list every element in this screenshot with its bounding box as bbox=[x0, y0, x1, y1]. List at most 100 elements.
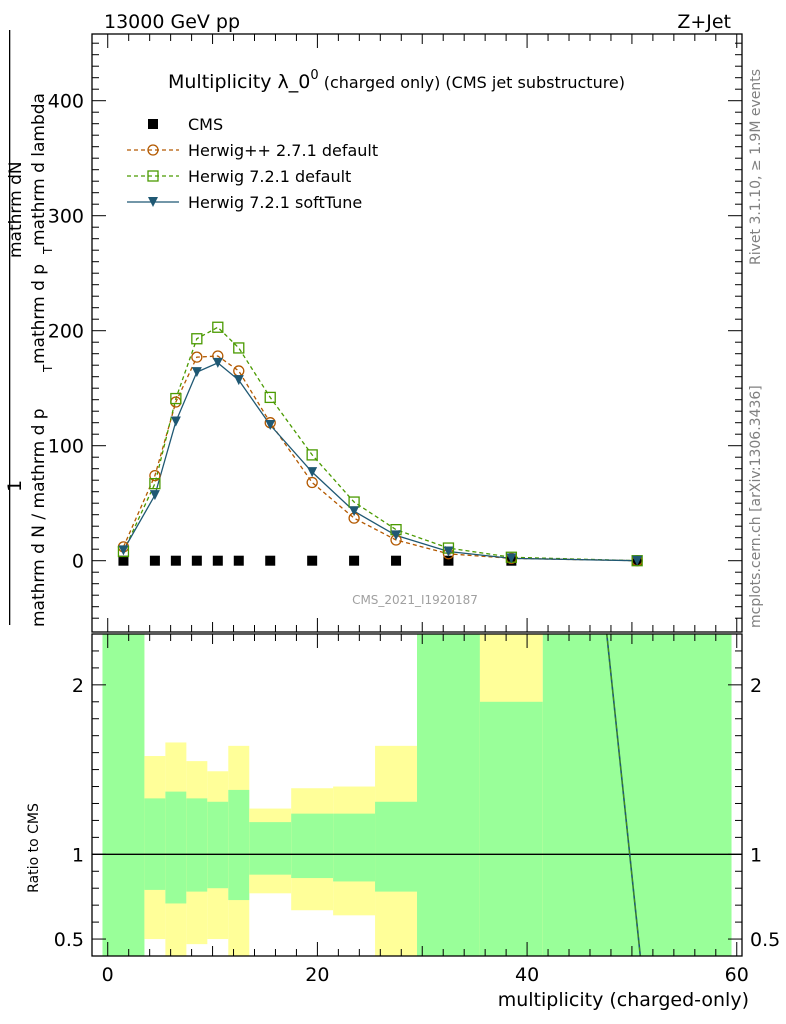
main-ylabel-top: 1 bbox=[4, 480, 26, 492]
series-point-0 bbox=[170, 555, 181, 566]
legend-label: Herwig 7.2.1 default bbox=[188, 167, 351, 186]
series-point-2 bbox=[233, 342, 245, 354]
ratio-band-green bbox=[144, 798, 166, 890]
x-axis-label: multiplicity (charged-only) bbox=[498, 989, 749, 1011]
ratio-band-green bbox=[291, 813, 334, 879]
series-point-3 bbox=[118, 545, 129, 556]
series-point-3 bbox=[307, 467, 318, 478]
ratio-ytick-label: 1 bbox=[72, 844, 84, 866]
mcplots-label: mcplots.cern.ch [arXiv:1306.3436] bbox=[748, 385, 764, 628]
ratio-ytick-label-right: 1 bbox=[750, 844, 762, 866]
main-panel: 0 100 200 300 400 CMS Herwig++ 2.7.1 default He… bbox=[48, 33, 743, 633]
series-point-0 bbox=[191, 555, 202, 566]
series-point-0 bbox=[265, 555, 276, 566]
main-ylabel-frac-sub: T bbox=[41, 364, 55, 373]
ratio-ytick-label: 0.5 bbox=[54, 929, 84, 951]
main-frame bbox=[91, 33, 743, 633]
ratio-band-green bbox=[333, 813, 376, 882]
legend-marker bbox=[147, 170, 159, 182]
series-point-3 bbox=[265, 420, 276, 430]
series-point-2 bbox=[149, 477, 161, 490]
ratio-h7-line bbox=[606, 633, 641, 957]
title-main: Multiplicity λ_0 bbox=[168, 71, 310, 93]
legend-label: CMS bbox=[188, 115, 223, 134]
series-point-0 bbox=[349, 555, 360, 566]
series-point-0 bbox=[149, 555, 160, 566]
ratio-ytick-label-right: 2 bbox=[750, 675, 762, 697]
series-point-3 bbox=[632, 555, 643, 566]
ratio-frame bbox=[91, 633, 743, 957]
x-tick-label: 40 bbox=[515, 964, 539, 986]
series-point-3 bbox=[170, 416, 181, 427]
x-tick-label: 20 bbox=[305, 964, 329, 986]
header-left: 13000 GeV pp bbox=[104, 11, 240, 33]
ratio-band-green bbox=[186, 798, 208, 892]
series-point-3 bbox=[149, 490, 160, 501]
ratio-band-green bbox=[249, 822, 292, 875]
series-point-1 bbox=[149, 469, 161, 482]
rivet-label: Rivet 3.1.10, ≥ 1.9M events bbox=[748, 69, 764, 265]
series-point-0 bbox=[233, 555, 244, 566]
main-ylabel-frac-line1: mathrm d N / mathrm d p bbox=[29, 408, 49, 627]
series-point-1 bbox=[306, 476, 318, 489]
legend-label: Herwig++ 2.7.1 default bbox=[188, 141, 378, 160]
x-tick-label: 60 bbox=[725, 964, 749, 986]
legend-marker bbox=[147, 144, 159, 156]
main-ylabel-frac-line2: mathrm d p bbox=[29, 264, 49, 364]
ratio-band-green bbox=[228, 789, 250, 901]
ratio-band-green bbox=[417, 634, 480, 956]
main-ytick-label: 0 bbox=[72, 551, 84, 573]
series-point-2 bbox=[170, 392, 182, 405]
series-point-2 bbox=[191, 333, 203, 345]
main-ylabel-frac-sub2: T bbox=[41, 246, 55, 255]
ratio-ytick-label: 2 bbox=[72, 675, 84, 697]
main-ytick-label: 200 bbox=[48, 321, 84, 343]
ratio-band-green bbox=[479, 701, 543, 956]
series-point-1 bbox=[191, 351, 203, 363]
series-line-1 bbox=[122, 355, 638, 562]
ratio-ylabel: Ratio to CMS bbox=[26, 803, 42, 893]
ratio-panel: 0 20 40 600.5 0.51 12 2 bbox=[54, 633, 780, 986]
title-sup: 0 bbox=[310, 68, 318, 83]
series-point-3 bbox=[191, 367, 202, 378]
watermark: CMS_2021_I1920187 bbox=[352, 593, 478, 607]
series-point-3 bbox=[391, 530, 402, 541]
title-rest: (charged only) (CMS jet substructure) bbox=[319, 73, 625, 92]
main-ytick-label: 400 bbox=[48, 91, 84, 113]
svg-text:Multiplicity λ_00 (charged onl: Multiplicity λ_00 (charged only) (CMS je… bbox=[168, 68, 625, 93]
series-point-1 bbox=[233, 365, 245, 377]
series-point-0 bbox=[443, 555, 454, 566]
chart-title: Multiplicity λ_00 (charged only) (CMS je… bbox=[168, 68, 625, 93]
main-ytick-label: 300 bbox=[48, 206, 84, 228]
ratio-ytick-label-right: 0.5 bbox=[750, 929, 780, 951]
x-tick-label: 0 bbox=[102, 964, 114, 986]
series-point-0 bbox=[391, 555, 402, 566]
ratio-band-green bbox=[102, 634, 145, 956]
series-point-0 bbox=[118, 555, 129, 566]
series-point-0 bbox=[212, 555, 223, 566]
series-point-0 bbox=[307, 555, 318, 566]
main-ytick-label: 100 bbox=[48, 436, 84, 458]
series-point-3 bbox=[443, 546, 454, 557]
ratio-band-green bbox=[207, 801, 229, 889]
series-point-2 bbox=[306, 449, 318, 461]
series-point-3 bbox=[349, 506, 360, 517]
main-ylabel-frac-bar bbox=[9, 30, 11, 625]
series-point-2 bbox=[212, 321, 224, 333]
series-point-3 bbox=[212, 357, 223, 368]
legend-marker bbox=[148, 119, 158, 129]
series-point-2 bbox=[264, 391, 276, 404]
main-ylabel-frac-line3: mathrm d lambda bbox=[29, 93, 49, 246]
ratio-band-green bbox=[542, 634, 732, 956]
main-ylabel-num: mathrm dN bbox=[6, 161, 26, 258]
ratio-band-green bbox=[165, 791, 187, 904]
main-y-label: 1 mathrm dN mathrm d N / mathrm d p T ma… bbox=[4, 30, 55, 627]
series-point-3 bbox=[233, 375, 244, 386]
legend-marker bbox=[148, 197, 158, 207]
ratio-band-green bbox=[375, 801, 417, 892]
legend-label: Herwig 7.2.1 softTune bbox=[188, 193, 362, 212]
series-point-3 bbox=[506, 553, 517, 564]
header-right: Z+Jet bbox=[677, 11, 731, 33]
series-line-3 bbox=[122, 362, 638, 562]
